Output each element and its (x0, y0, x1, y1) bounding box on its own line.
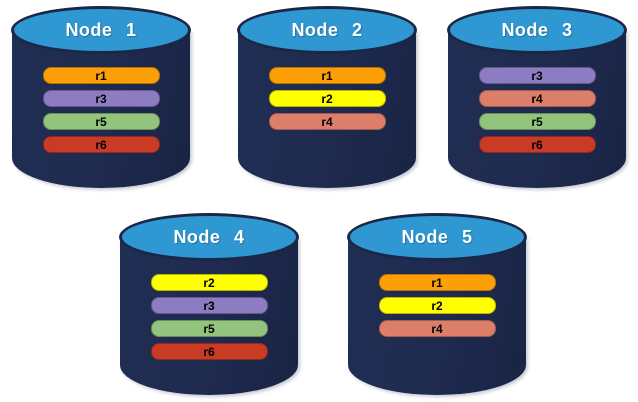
shard-label: r2 (321, 91, 333, 106)
shard-bar: r6 (150, 343, 268, 360)
shard-bar: r3 (150, 297, 268, 314)
cylinder-top: Node 1 (11, 6, 191, 54)
shard-bar: r4 (478, 90, 596, 107)
node-title: Node 5 (401, 226, 473, 247)
db-node-cylinder: Node 2 r1 r2 r4 (237, 6, 417, 190)
shard-bar: r5 (150, 320, 268, 337)
shard-label: r2 (431, 298, 443, 313)
cylinder-top: Node 2 (237, 6, 417, 54)
cylinder-top: Node 3 (447, 6, 627, 54)
db-node-cylinder: Node 1 r1 r3 r5 r6 (11, 6, 191, 190)
shard-bar: r3 (478, 67, 596, 84)
shard-bar: r1 (378, 274, 496, 291)
shard-label: r4 (431, 321, 443, 336)
cylinder-body (348, 237, 526, 395)
shard-bar: r1 (42, 67, 160, 84)
db-node-cylinder: Node 3 r3 r4 r5 r6 (447, 6, 627, 190)
shard-list: r1 r3 r5 r6 (11, 67, 191, 153)
cylinder-body (120, 237, 298, 395)
shard-bar: r2 (268, 90, 386, 107)
shard-label: r3 (95, 91, 107, 106)
cylinder-body (238, 30, 416, 188)
shard-label: r1 (321, 68, 333, 83)
cylinder-top: Node 4 (119, 213, 299, 261)
cylinder-body (12, 30, 190, 188)
shard-bar: r2 (378, 297, 496, 314)
shard-label: r5 (203, 321, 215, 336)
shard-bar: r2 (150, 274, 268, 291)
node-title: Node 3 (501, 19, 573, 40)
shard-bar: r4 (268, 113, 386, 130)
shard-list: r1 r2 r4 (347, 274, 527, 337)
shard-bar: r4 (378, 320, 496, 337)
shard-list: r3 r4 r5 r6 (447, 67, 627, 153)
db-node-cylinder: Node 4 r2 r3 r5 r6 (119, 213, 299, 397)
shard-label: r5 (531, 114, 543, 129)
node-title: Node 1 (65, 19, 137, 40)
shard-bar: r3 (42, 90, 160, 107)
shard-label: r3 (203, 298, 215, 313)
node-title: Node 4 (173, 226, 245, 247)
shard-bar: r5 (478, 113, 596, 130)
shard-label: r4 (531, 91, 543, 106)
shard-bar: r5 (42, 113, 160, 130)
shard-label: r1 (95, 68, 107, 83)
shard-bar: r1 (268, 67, 386, 84)
shard-bar: r6 (478, 136, 596, 153)
shard-label: r2 (203, 275, 215, 290)
node-title: Node 2 (291, 19, 363, 40)
cylinder-top: Node 5 (347, 213, 527, 261)
shard-label: r5 (95, 114, 107, 129)
shard-list: r2 r3 r5 r6 (119, 274, 299, 360)
shard-label: r6 (95, 137, 107, 152)
shard-list: r1 r2 r4 (237, 67, 417, 130)
cylinder-body (448, 30, 626, 188)
db-node-cylinder: Node 5 r1 r2 r4 (347, 213, 527, 397)
shard-label: r3 (531, 68, 543, 83)
shard-label: r1 (431, 275, 443, 290)
shard-label: r6 (203, 344, 215, 359)
shard-label: r6 (531, 137, 543, 152)
shard-label: r4 (321, 114, 333, 129)
shard-bar: r6 (42, 136, 160, 153)
